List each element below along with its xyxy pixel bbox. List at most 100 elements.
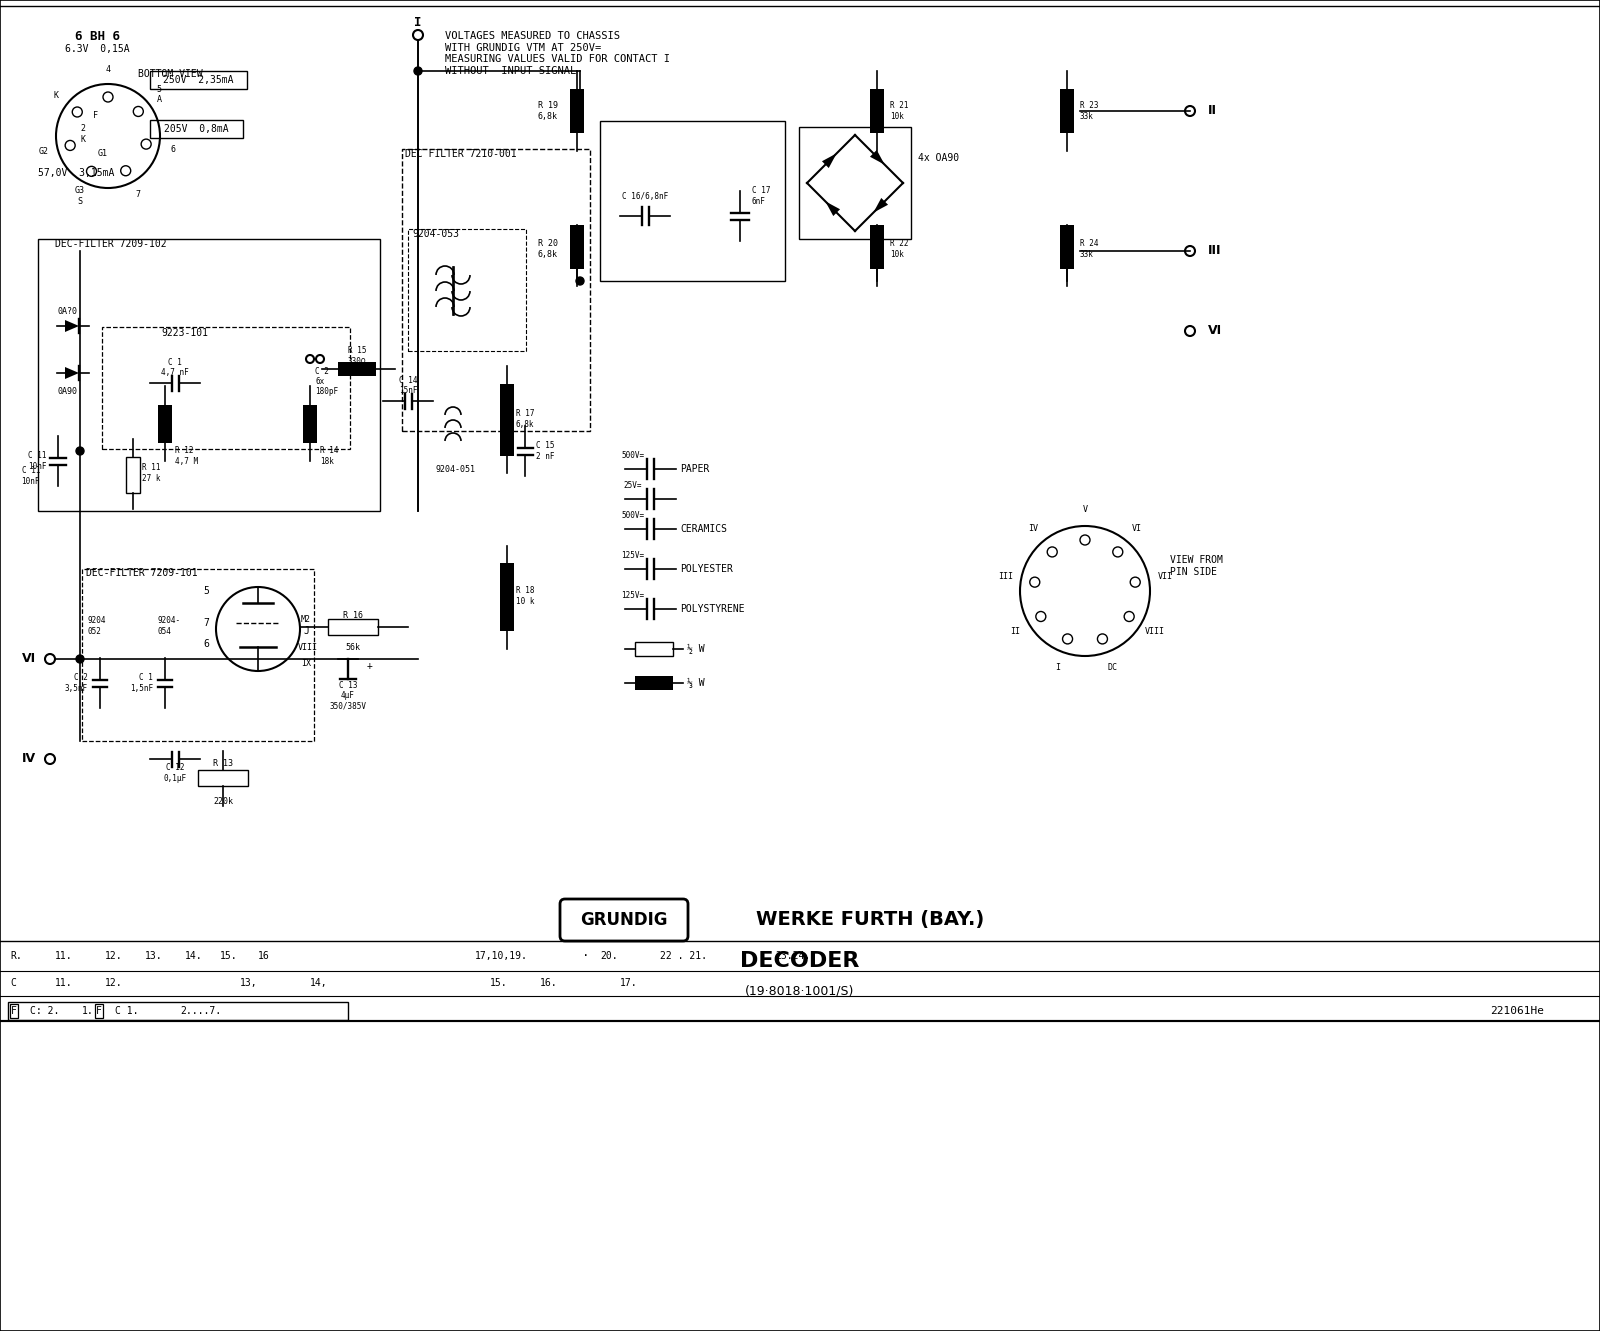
Text: III: III (1208, 245, 1221, 257)
Text: ⅓ W: ⅓ W (686, 677, 704, 688)
Circle shape (576, 277, 584, 285)
Polygon shape (822, 153, 837, 168)
Text: R 17
6,8k: R 17 6,8k (515, 410, 534, 429)
Text: M2: M2 (301, 615, 310, 623)
Text: DEC-FILTER 7209-102: DEC-FILTER 7209-102 (54, 240, 166, 249)
Bar (38, 240, 381, 511)
Text: C 12
0,1μF: C 12 0,1μF (163, 763, 187, 783)
Text: 17,10,19.: 17,10,19. (475, 952, 528, 961)
Bar (499, 385, 514, 457)
Text: GRUNDIG: GRUNDIG (581, 910, 667, 929)
Text: 0A?0: 0A?0 (58, 306, 78, 315)
Bar (82, 568, 314, 741)
Text: J: J (302, 626, 309, 636)
Text: +: + (366, 662, 373, 671)
Text: 2....7.: 2....7. (179, 1006, 221, 1016)
Text: 221061He: 221061He (1490, 1006, 1544, 1016)
Text: PAPER: PAPER (680, 465, 709, 474)
Text: III: III (998, 572, 1013, 582)
Text: VI: VI (1208, 325, 1222, 338)
Bar (1059, 225, 1074, 269)
Text: C 14
15nF: C 14 15nF (398, 375, 418, 395)
Text: DEC-FILTER 7209-101: DEC-FILTER 7209-101 (86, 568, 198, 578)
Text: 1.: 1. (82, 1006, 94, 1016)
Text: 7: 7 (136, 190, 141, 200)
Bar (10, 1004, 18, 1018)
Text: 12.: 12. (106, 952, 123, 961)
Text: 5: 5 (203, 586, 210, 596)
Text: VII: VII (1157, 572, 1173, 582)
Text: DECODER: DECODER (741, 952, 859, 972)
Text: 13,: 13, (240, 978, 258, 988)
Text: 9223-101: 9223-101 (162, 327, 208, 338)
Bar (158, 405, 173, 443)
Text: C 15
2 nF: C 15 2 nF (536, 442, 554, 461)
Text: 6 BH 6: 6 BH 6 (75, 29, 120, 43)
Circle shape (414, 67, 422, 75)
Text: II: II (1010, 627, 1019, 636)
Text: C 2
3,5nF: C 2 3,5nF (66, 673, 88, 692)
Text: 17.: 17. (621, 978, 638, 988)
Text: C 11
10nF: C 11 10nF (21, 466, 40, 486)
Text: R 21
10k: R 21 10k (890, 101, 909, 121)
Bar (126, 457, 141, 492)
Text: WERKE FURTH (BAY.): WERKE FURTH (BAY.) (755, 910, 984, 929)
Text: 57,0V  3,15mA: 57,0V 3,15mA (38, 168, 114, 178)
Text: (19·8018·1001/S): (19·8018·1001/S) (746, 985, 854, 997)
Circle shape (77, 655, 83, 663)
Bar (570, 225, 584, 269)
Text: R 18
10 k: R 18 10 k (515, 586, 534, 606)
Text: C 17
6nF: C 17 6nF (752, 186, 771, 206)
Bar (150, 71, 246, 89)
Bar (408, 229, 526, 351)
Text: 56k: 56k (346, 643, 360, 652)
Text: IV: IV (1027, 524, 1038, 534)
Bar (870, 89, 883, 133)
Text: 500V=: 500V= (621, 511, 645, 520)
Text: 20.: 20. (600, 952, 618, 961)
Polygon shape (66, 319, 78, 331)
Bar (499, 563, 514, 631)
Text: 6: 6 (203, 639, 210, 650)
Bar (798, 126, 910, 240)
Text: R 23
33k: R 23 33k (1080, 101, 1099, 121)
Text: C: C (10, 978, 16, 988)
Text: 22 . 21.: 22 . 21. (661, 952, 707, 961)
Text: 16.: 16. (541, 978, 558, 988)
Bar (635, 676, 674, 689)
Text: C 13
4μF
350/385V: C 13 4μF 350/385V (330, 681, 366, 711)
Text: F: F (93, 112, 98, 121)
Bar (338, 362, 376, 375)
Text: 7: 7 (203, 618, 210, 628)
Text: 205V  0,8mA: 205V 0,8mA (163, 124, 229, 134)
Text: R.: R. (10, 952, 22, 961)
Text: 6: 6 (170, 145, 174, 154)
Text: I: I (1054, 663, 1059, 672)
Text: 4: 4 (106, 65, 110, 75)
Text: IX: IX (301, 659, 310, 668)
Text: F: F (11, 1006, 18, 1016)
Text: VOLTAGES MEASURED TO CHASSIS
WITH GRUNDIG VTM AT 250V=
MEASURING VALUES VALID FO: VOLTAGES MEASURED TO CHASSIS WITH GRUNDI… (445, 31, 670, 76)
Text: C: 2.: C: 2. (30, 1006, 59, 1016)
Text: 14.: 14. (186, 952, 203, 961)
Bar (600, 121, 786, 281)
Bar (328, 619, 378, 635)
Text: VIII: VIII (298, 643, 318, 651)
Text: I: I (414, 16, 422, 29)
Bar (102, 327, 350, 449)
Text: 5
A: 5 A (157, 85, 162, 104)
Bar (150, 120, 243, 138)
Text: ½ W: ½ W (686, 644, 704, 654)
Bar (8, 1002, 349, 1020)
Text: C 1.: C 1. (115, 1006, 139, 1016)
Text: 180pF: 180pF (315, 386, 338, 395)
Polygon shape (826, 201, 840, 216)
Text: R 22
10k: R 22 10k (890, 240, 909, 258)
Text: VI: VI (1133, 524, 1142, 534)
Text: R 12
4,7 M: R 12 4,7 M (174, 446, 198, 466)
Text: 14,: 14, (310, 978, 328, 988)
Polygon shape (870, 150, 885, 165)
Text: VIII: VIII (1146, 627, 1165, 636)
Text: 15.: 15. (490, 978, 507, 988)
Text: R 20
6,8k: R 20 6,8k (538, 240, 558, 258)
